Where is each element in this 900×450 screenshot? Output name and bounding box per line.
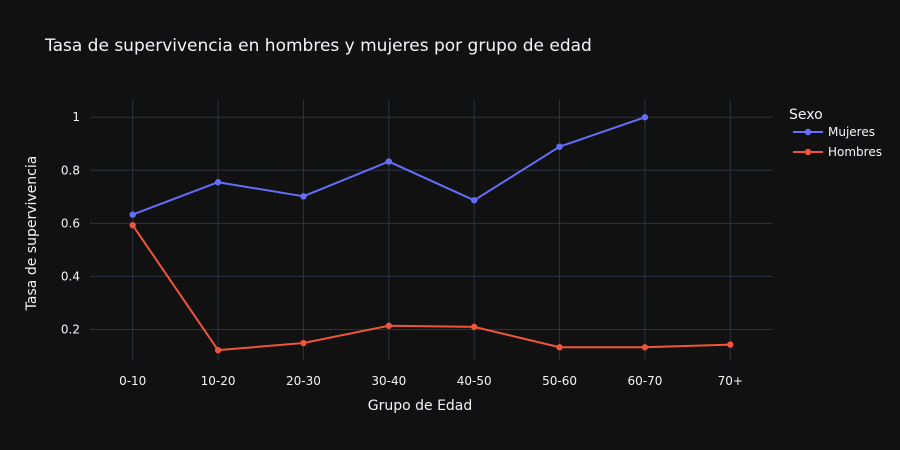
series-line (131, 224, 731, 352)
data-point (385, 158, 393, 165)
legend-item-hombres[interactable]: Hombres (793, 145, 882, 159)
y-tick-label: 1 (72, 110, 80, 124)
y-axis-title: Tasa de supervivencia (24, 156, 40, 312)
data-point (300, 193, 307, 200)
data-point (556, 143, 563, 150)
ticks: 0-10 10-20 20-30 30-40 40-50 50-60 60-70 70+ 0.2… (61, 110, 743, 388)
data-point (641, 344, 649, 351)
x-tick-label: 0-10 (119, 374, 146, 388)
legend-marker-icon (804, 148, 812, 156)
data-point (641, 114, 649, 121)
legend-title: Sexo (789, 107, 823, 123)
data-point (385, 322, 393, 329)
data-point (300, 339, 307, 347)
data-point (129, 222, 136, 229)
chart-title: Tasa de supervivencia en hombres y mujer… (44, 36, 592, 56)
y-tick-label: 0.6 (61, 216, 80, 230)
x-tick-label: 10-20 (201, 374, 236, 388)
y-tick-label: 0.4 (61, 269, 80, 283)
data-point (129, 211, 136, 218)
legend-label: Mujeres (828, 125, 875, 139)
y-tick-label: 0.8 (61, 163, 80, 177)
grid (90, 100, 773, 360)
x-tick-label: 50-60 (542, 374, 577, 388)
x-tick-label: 20-30 (286, 374, 321, 388)
data-point (214, 346, 222, 354)
x-tick-label: 30-40 (371, 374, 406, 388)
data-point (470, 323, 478, 331)
x-tick-label: 70+ (718, 374, 743, 388)
data-point (727, 341, 734, 348)
legend-marker-icon (804, 128, 812, 136)
data-point (470, 197, 478, 204)
x-axis-title: Grupo de Edad (368, 398, 473, 414)
series-hombres (129, 222, 734, 354)
x-tick-label: 60-70 (628, 374, 663, 388)
x-tick-label: 40-50 (457, 374, 492, 388)
series-mujeres (129, 114, 649, 218)
y-tick-label: 0.2 (61, 322, 80, 336)
legend-label: Hombres (828, 145, 882, 159)
legend: Sexo Mujeres Hombres (789, 107, 882, 159)
series-layer (129, 114, 734, 354)
legend-item-mujeres[interactable]: Mujeres (793, 125, 875, 139)
data-point (556, 344, 563, 351)
data-point (214, 179, 222, 186)
